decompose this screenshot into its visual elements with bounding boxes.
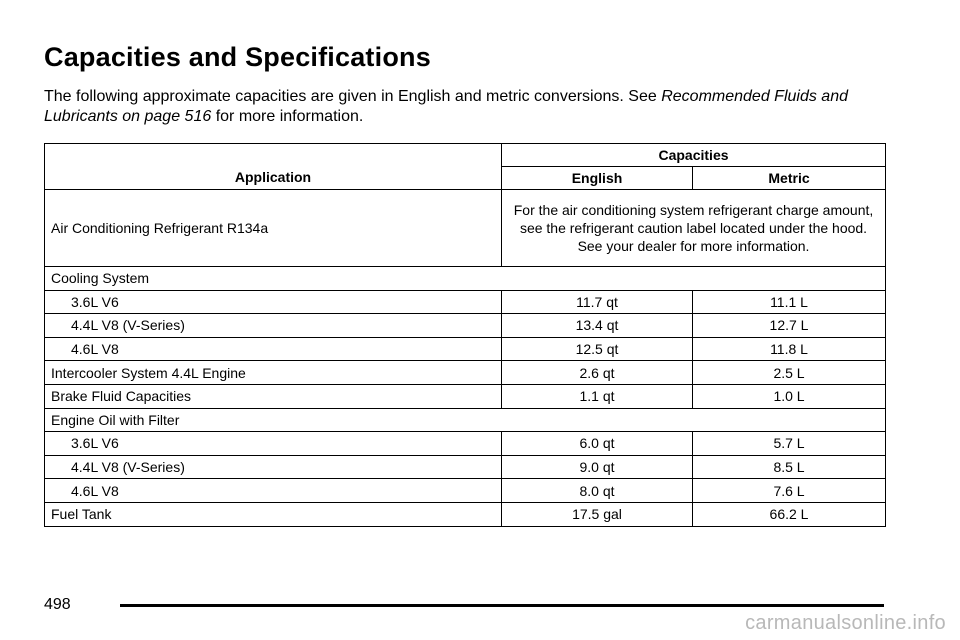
application-cell: 4.4L V8 (V-Series) [44,454,502,480]
english-cell: 8.0 qt [501,478,693,503]
english-cell: 1.1 qt [501,383,693,409]
english-cell: 11.7 qt [501,289,693,315]
column-group-header: Capacities [500,143,887,167]
group-row: Cooling System [43,266,887,291]
table-row: Intercooler System 4.4L Engine 2.6 qt 2.5 … [44,360,887,385]
metric-cell: 8.5 L [691,454,887,480]
column-header: Metric [691,166,887,190]
application-cell: Brake Fluid Capacities [44,383,502,409]
application-cell: Fuel Tank [44,501,502,527]
metric-cell: 5.7 L [691,431,887,456]
english-cell: 6.0 qt [501,431,693,456]
header-row: Application Capacities [44,143,887,190]
application-cell: Air Conditioning Refrigerant R134a [44,189,502,267]
application-cell: 4.6L V8 [44,336,502,362]
english-cell: 2.6 qt [501,360,693,385]
intro-link[interactable]: Recommended Fluids and Lubricants on pag… [44,88,848,125]
table-row: 4.4L V8 (V-Series) 9.0 qt 8.5 L [44,454,887,480]
application-cell: 3.6L V6 [44,289,502,315]
table-row: 3.6L V6 6.0 qt 5.7 L [44,431,887,456]
application-cell: Intercooler System 4.4L Engine [44,360,502,385]
english-cell: 12.5 qt [501,336,693,362]
metric-cell: 11.1 L [691,289,887,315]
capacities-table: Application Capacities English Metric Ai… [43,143,887,527]
intro: The following approximate capacities are… [44,87,884,127]
metric-cell: 11.8 L [691,336,887,362]
group-row: Engine Oil with Filter [43,407,887,433]
table-row: Fuel Tank 17.5 gal 66.2 L [44,501,887,527]
table-row: Air Conditioning Refrigerant R134a For th… [44,189,887,267]
page-title: Capacities and Specifications [44,42,431,72]
group-label: Engine Oil with Filter [43,407,887,433]
table-row: 4.6L V8 12.5 qt 11.8 L [44,336,887,362]
column-header: English [501,166,693,190]
metric-cell: 7.6 L [691,478,887,503]
application-cell: 4.6L V8 [44,478,502,503]
table-row: 4.6L V8 8.0 qt 7.6 L [44,478,887,503]
application-cell: 3.6L V6 [44,431,502,456]
intro-text: The following approximate capacities are… [44,88,657,105]
table-body: Air Conditioning Refrigerant R134a For th… [43,189,887,527]
metric-cell: 12.7 L [691,313,887,338]
watermark: carmanualsonline.info [745,612,946,634]
table-row: Brake Fluid Capacities 1.1 qt 1.0 L [44,383,887,409]
english-cell: 13.4 qt [501,313,693,338]
group-label: Cooling System [43,266,887,291]
metric-cell: 66.2 L [691,501,887,527]
english-cell: 17.5 gal [501,501,693,527]
metric-cell: 2.5 L [691,360,887,385]
table-row: 3.6L V6 11.7 qt 11.1 L [44,289,887,315]
intro-tail: for more information. [215,108,364,125]
note-cell: For the air conditioning system refriger… [500,189,887,267]
footer-rule [120,604,884,607]
page-number: 498 [44,596,71,613]
application-cell: 4.4L V8 (V-Series) [44,313,502,338]
table-row: 4.4L V8 (V-Series) 13.4 qt 12.7 L [44,313,887,338]
column-header: Application [44,143,502,190]
metric-cell: 1.0 L [691,383,887,409]
english-cell: 9.0 qt [501,454,693,480]
